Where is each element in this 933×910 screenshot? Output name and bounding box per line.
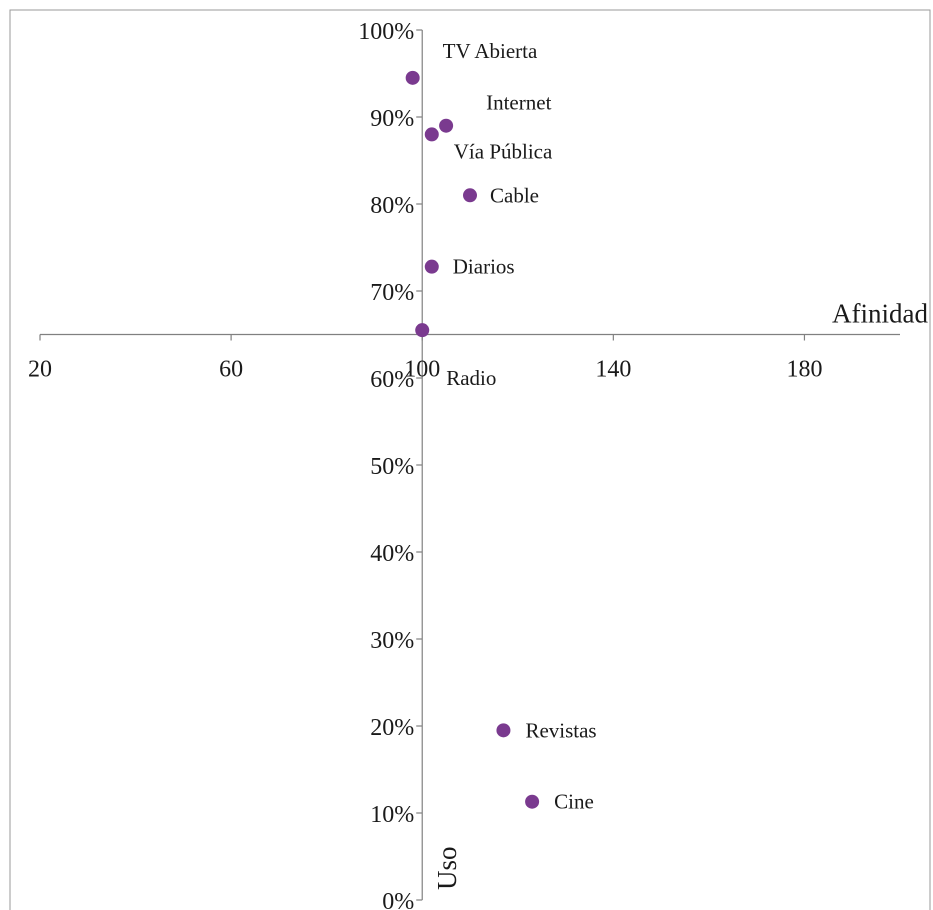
data-point-label: Radio xyxy=(446,366,496,390)
data-point-label: Revistas xyxy=(525,718,596,742)
x-ticks: 20 60 100 140 180 xyxy=(28,334,822,383)
data-point-label: Internet xyxy=(486,91,551,115)
y-tick-label: 50% xyxy=(370,454,414,480)
data-point xyxy=(405,70,420,85)
x-axis-title: Afinidad xyxy=(832,299,928,329)
y-axis-title: Uso xyxy=(432,846,462,890)
y-tick-label: 30% xyxy=(370,628,414,654)
y-tick-label: 60% xyxy=(370,367,414,393)
y-tick-label: 10% xyxy=(370,802,414,828)
data-point-label: Vía Pública xyxy=(454,139,553,163)
y-tick-label: 100% xyxy=(358,19,414,45)
data-point xyxy=(415,323,430,338)
x-tick-label: 20 xyxy=(28,357,52,383)
data-point xyxy=(424,259,439,274)
y-tick-label: 0% xyxy=(382,889,414,910)
data-point xyxy=(496,723,511,738)
data-point-label: Cable xyxy=(490,183,539,207)
data-point-label: TV Abierta xyxy=(443,39,538,63)
y-tick-label: 20% xyxy=(370,715,414,741)
y-tick-label: 70% xyxy=(370,280,414,306)
data-point-label: Diarios xyxy=(453,255,515,279)
y-tick-label: 90% xyxy=(370,106,414,132)
x-tick-label: 60 xyxy=(219,357,243,383)
data-point xyxy=(525,794,540,809)
data-point xyxy=(439,118,454,133)
y-tick-label: 40% xyxy=(370,541,414,567)
x-tick-label: 140 xyxy=(595,357,631,383)
data-point xyxy=(463,188,477,203)
x-tick-label: 180 xyxy=(786,357,822,383)
data-point xyxy=(424,127,439,142)
data-points: TV Abierta Internet Vía Pública Cable Diario… xyxy=(405,39,597,814)
y-ticks: 0% 10% 20% 30% 40% 50% 60% 70% 80% 90% 100% xyxy=(358,19,423,910)
data-point-label: Cine xyxy=(554,790,594,814)
plot-frame xyxy=(9,9,931,910)
y-tick-label: 80% xyxy=(370,193,414,219)
